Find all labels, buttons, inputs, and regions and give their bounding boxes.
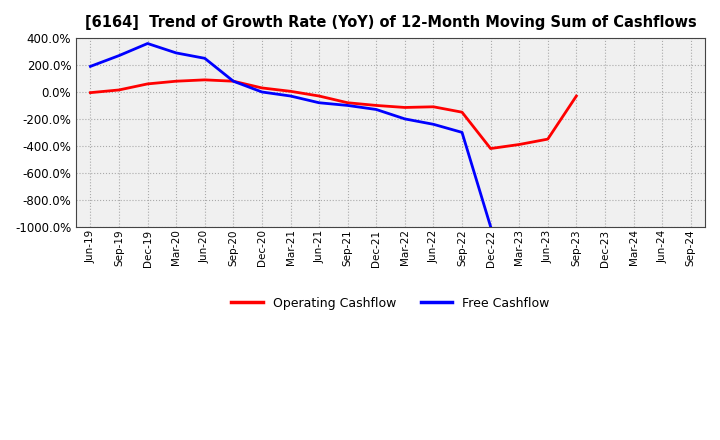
Title: [6164]  Trend of Growth Rate (YoY) of 12-Month Moving Sum of Cashflows: [6164] Trend of Growth Rate (YoY) of 12-… bbox=[85, 15, 696, 30]
Legend: Operating Cashflow, Free Cashflow: Operating Cashflow, Free Cashflow bbox=[226, 292, 554, 315]
